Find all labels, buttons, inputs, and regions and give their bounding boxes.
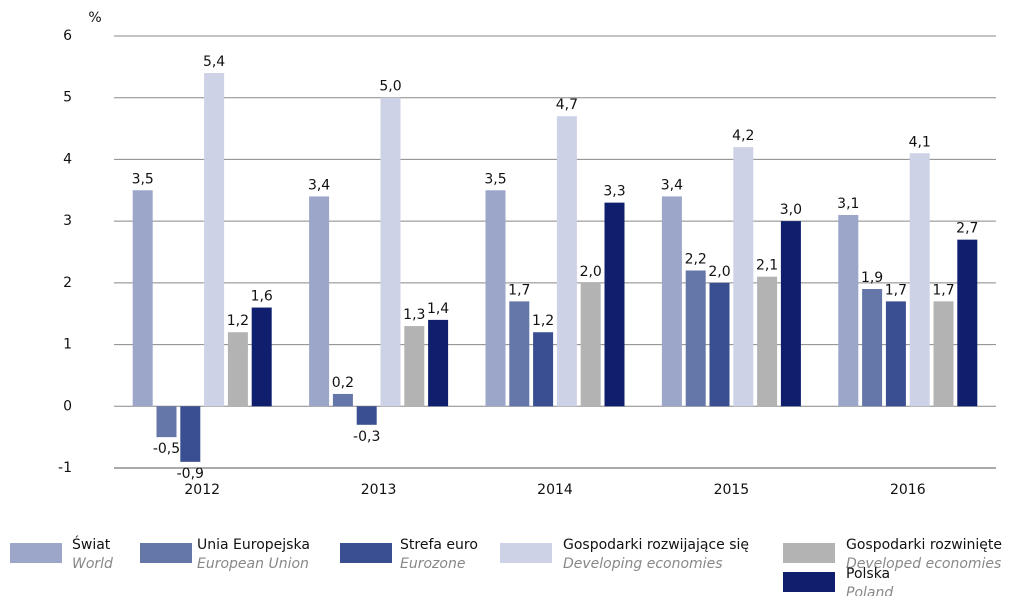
bar (838, 214, 859, 407)
bar (132, 190, 153, 407)
bar (556, 116, 577, 407)
bar (957, 239, 978, 407)
y-tick-label: 4 (63, 151, 72, 167)
bar (862, 289, 883, 407)
value-label: 3,0 (780, 202, 802, 218)
y-tick-label: 6 (63, 28, 72, 44)
bar (380, 97, 401, 407)
legend-label-en: Developing economies (563, 556, 722, 572)
value-label: 2,7 (956, 221, 978, 237)
y-tick-label: 1 (63, 337, 72, 353)
value-label: 2,0 (580, 264, 602, 280)
value-label: -0,5 (153, 441, 180, 457)
value-label: -0,9 (177, 466, 204, 482)
value-label: 4,2 (732, 128, 754, 144)
legend-swatch (783, 572, 835, 592)
legend-swatch (500, 543, 552, 563)
x-tick-label: 2014 (537, 482, 573, 498)
bar (661, 196, 682, 407)
bar (356, 406, 377, 425)
y-tick-label: 5 (63, 90, 72, 106)
value-label: 4,7 (556, 97, 578, 113)
value-label: 0,2 (332, 375, 354, 391)
legend-swatch (340, 543, 392, 563)
value-label: 5,4 (203, 54, 225, 70)
value-label: 5,0 (379, 79, 401, 95)
value-label: 3,5 (132, 171, 154, 187)
bar (533, 332, 554, 407)
legend-label-en: European Union (197, 556, 309, 572)
value-label: 3,1 (837, 196, 859, 212)
bar (733, 147, 754, 407)
value-label: 3,3 (603, 184, 625, 200)
y-tick-label: 3 (63, 213, 72, 229)
bar (933, 301, 954, 407)
legend-swatch (10, 543, 62, 563)
legend-swatch (783, 543, 835, 563)
value-label: 4,1 (909, 134, 931, 150)
x-tick-label: 2015 (714, 482, 750, 498)
bar (685, 270, 706, 407)
bar (251, 307, 272, 407)
value-label: 1,6 (251, 289, 273, 305)
value-label: 2,1 (756, 258, 778, 274)
bar (757, 276, 778, 407)
bar (485, 190, 506, 407)
bar (309, 196, 330, 407)
bar (180, 406, 201, 462)
x-tick-label: 2012 (184, 482, 220, 498)
legend-swatch (140, 543, 192, 563)
bar (885, 301, 906, 407)
value-label: 1,3 (403, 307, 425, 323)
bar (780, 221, 801, 407)
bar (332, 393, 353, 407)
bar (204, 73, 225, 407)
bar (156, 406, 177, 438)
value-label: 3,4 (308, 177, 330, 193)
unit-label: % (88, 10, 101, 26)
value-label: 1,7 (508, 282, 530, 298)
legend-label: Unia Europejska (197, 537, 310, 553)
value-label: 3,4 (661, 177, 683, 193)
bar (909, 153, 930, 407)
value-label: 1,7 (885, 282, 907, 298)
value-label: 2,0 (708, 264, 730, 280)
x-tick-label: 2013 (361, 482, 397, 498)
bar (709, 282, 730, 407)
bar (604, 202, 625, 407)
legend-label: Świat (72, 535, 111, 553)
y-tick-label: -1 (58, 460, 72, 476)
value-label: 1,2 (227, 313, 249, 329)
bar (509, 301, 530, 407)
legend-label-en: Eurozone (400, 556, 465, 572)
value-label: 2,2 (685, 252, 707, 268)
value-label: 1,4 (427, 301, 449, 317)
legend-label-en: Poland (846, 585, 893, 596)
y-tick-label: 0 (63, 398, 72, 414)
legend-label-en: Developed economies (846, 556, 1001, 572)
legend-label: Gospodarki rozwijające się (563, 537, 749, 553)
bar (227, 332, 248, 407)
legend-label: Strefa euro (400, 537, 478, 553)
value-label: 3,5 (484, 171, 506, 187)
legend-label: Polska (846, 566, 890, 582)
value-label: -0,3 (353, 429, 380, 445)
value-label: 1,9 (861, 270, 883, 286)
x-tick-label: 2016 (890, 482, 926, 498)
legend-label: Gospodarki rozwinięte (846, 537, 1002, 553)
bar (580, 282, 601, 407)
bar (404, 326, 425, 407)
y-tick-label: 2 (63, 275, 72, 291)
value-label: 1,2 (532, 313, 554, 329)
value-label: 1,7 (932, 282, 954, 298)
legend-label-en: World (72, 556, 113, 572)
bar (428, 319, 449, 407)
